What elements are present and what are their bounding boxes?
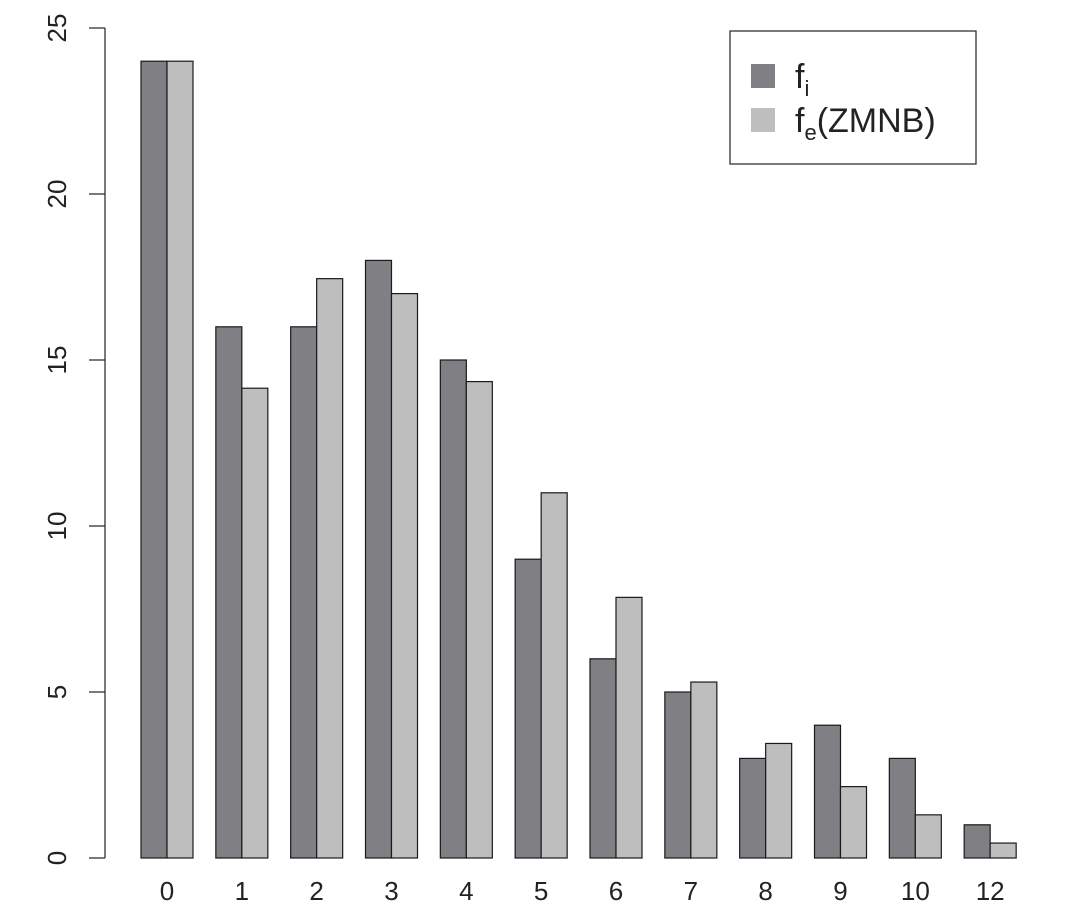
- bar-fe-6: [615, 596, 643, 859]
- bar-fi-12: [963, 824, 991, 859]
- x-tick-label: 9: [833, 876, 847, 906]
- x-tick-label: 1: [235, 876, 249, 906]
- bar-fe-3: [390, 293, 419, 859]
- bar-fi-6: [589, 658, 617, 859]
- bar-fe-8: [765, 742, 793, 859]
- bar-fi-9: [813, 724, 842, 859]
- bar-fe-1: [241, 387, 269, 859]
- x-tick-label: 5: [534, 876, 548, 906]
- bar-fe-5: [540, 492, 568, 859]
- bar-fi-4: [439, 359, 467, 859]
- y-axis: 0 5 10 15 20 25: [42, 14, 106, 865]
- legend-label-fi: fi: [795, 58, 809, 101]
- y-tick-label: 5: [42, 685, 72, 699]
- bar-fe-9: [839, 786, 868, 859]
- x-tick-label: 10: [901, 876, 930, 906]
- bar-fi-10: [888, 757, 916, 859]
- x-tick-label: 3: [384, 876, 398, 906]
- x-axis-labels: 0 1 2 3 4 5 6 7 8 9 10 12: [160, 876, 1005, 906]
- bar-fe-7: [690, 681, 718, 859]
- legend-swatch-fe-zmnb: [751, 108, 775, 132]
- legend-swatch-fi: [751, 64, 775, 88]
- x-tick-label: 4: [459, 876, 473, 906]
- bar-fi-0: [140, 60, 168, 859]
- legend-label-fe-zmnb: fe(ZMNB): [795, 102, 936, 145]
- x-tick-label: 12: [976, 876, 1005, 906]
- bar-fi-8: [739, 757, 767, 859]
- y-tick-label: 25: [42, 14, 72, 43]
- bar-fi-7: [664, 691, 692, 859]
- x-tick-label: 6: [609, 876, 623, 906]
- y-tick-label: 15: [42, 346, 72, 375]
- y-tick-label: 20: [42, 180, 72, 209]
- bar-series: [140, 60, 1017, 859]
- bar-fe-0: [166, 60, 194, 859]
- bar-fe-10: [914, 814, 942, 859]
- bar-fi-2: [290, 326, 318, 859]
- bar-fe-2: [316, 278, 344, 859]
- x-tick-label: 7: [684, 876, 698, 906]
- bar-fe-12: [989, 842, 1017, 859]
- y-tick-label: 10: [42, 512, 72, 541]
- x-tick-label: 0: [160, 876, 174, 906]
- legend: fi fe(ZMNB): [729, 30, 977, 165]
- x-tick-label: 2: [309, 876, 323, 906]
- legend-box: [729, 30, 977, 165]
- bar-fe-4: [465, 380, 493, 859]
- bar-fi-5: [514, 558, 542, 859]
- bar-fi-3: [364, 259, 393, 859]
- y-tick-label: 0: [42, 851, 72, 865]
- x-tick-label: 8: [758, 876, 772, 906]
- bar-fi-1: [215, 326, 243, 859]
